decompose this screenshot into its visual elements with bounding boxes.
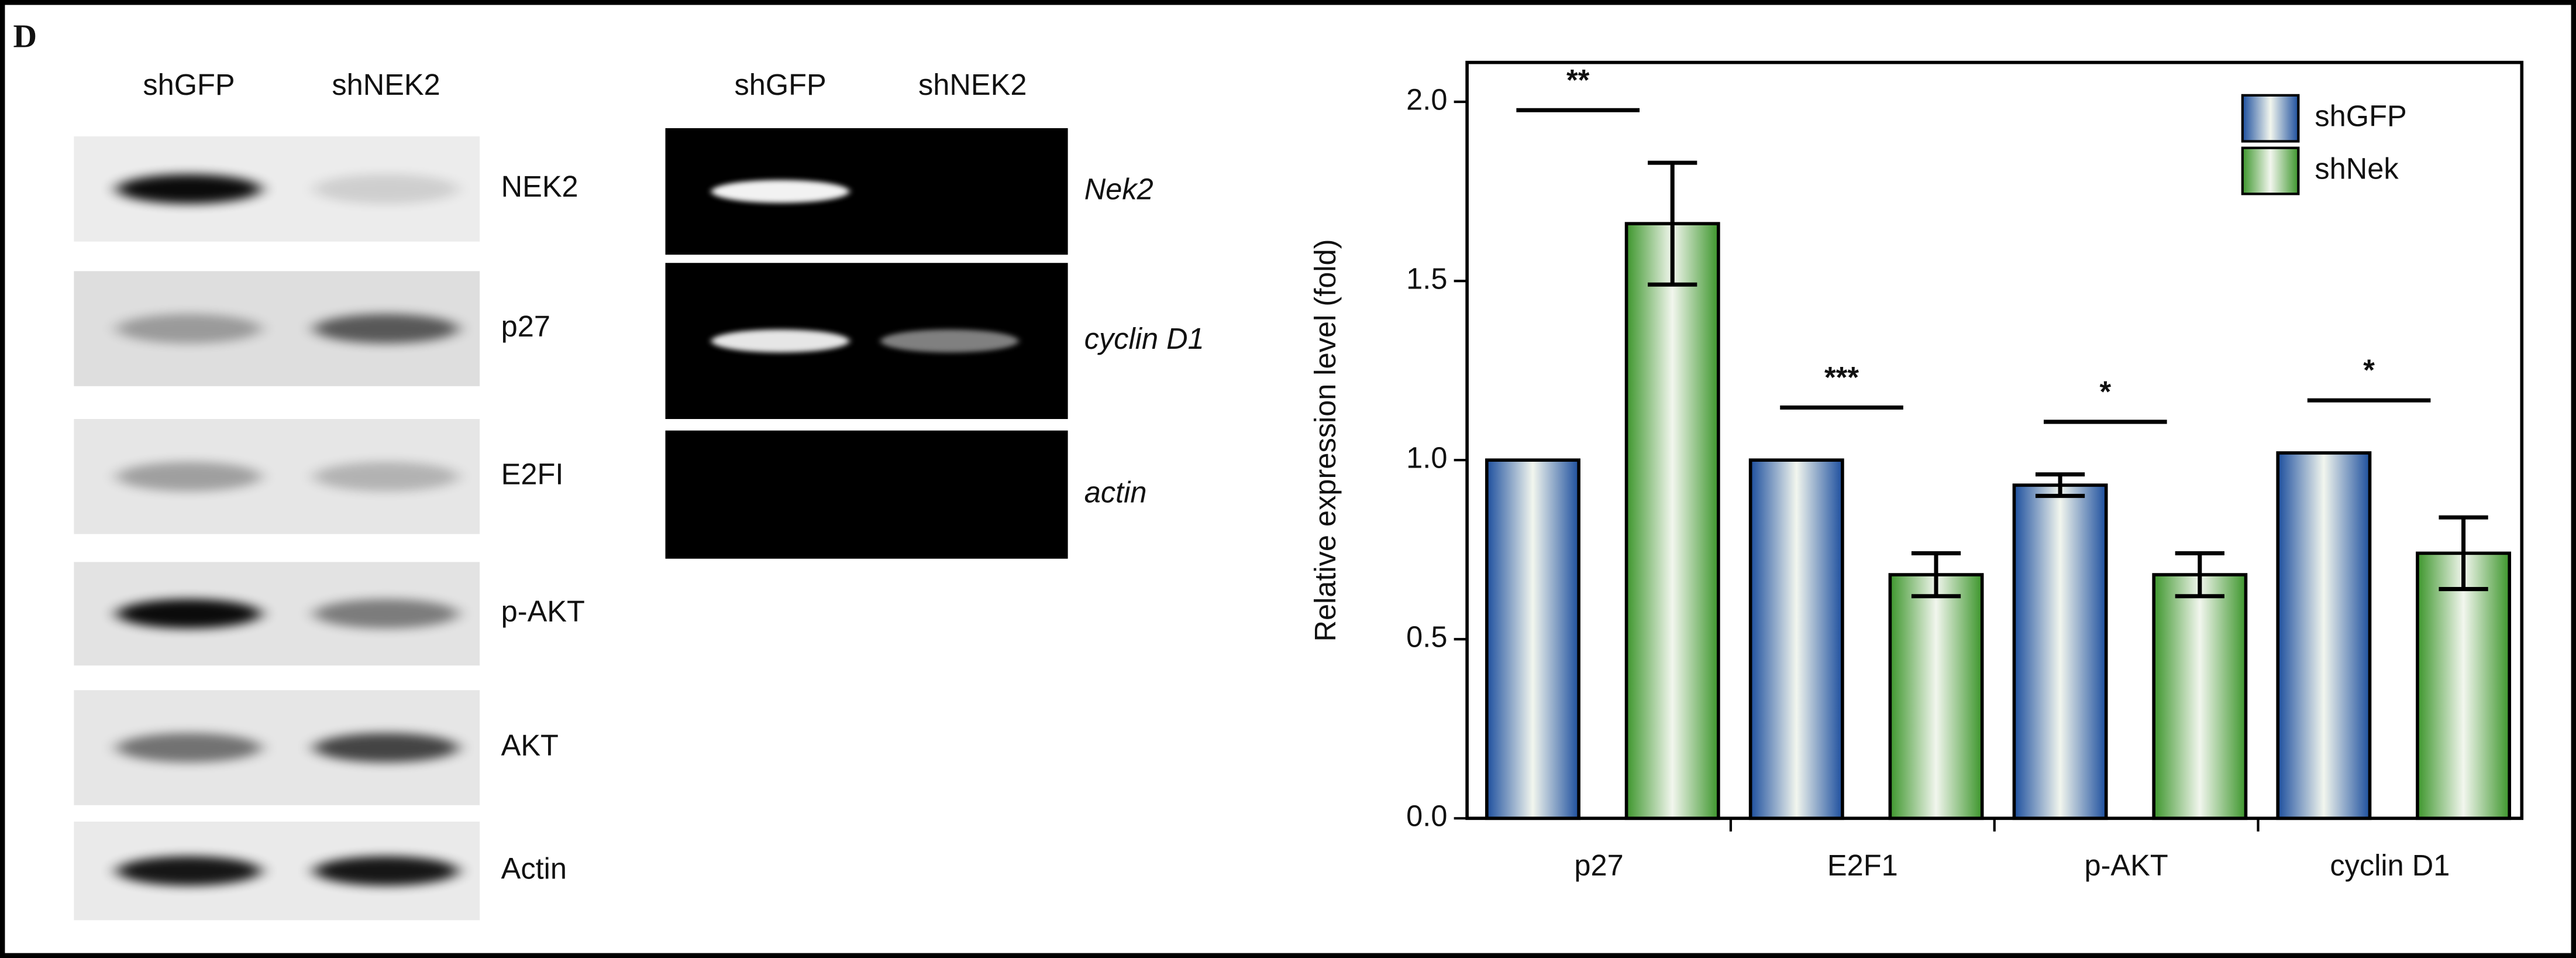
significance-label: * (2099, 375, 2111, 408)
gel-lane (665, 430, 1068, 559)
column-label: shNEK2 (332, 68, 440, 101)
bar (2276, 451, 2372, 820)
error-bar (1648, 160, 1697, 287)
bar (1888, 573, 1984, 820)
blot-band (116, 174, 261, 204)
error-bar (2175, 551, 2224, 599)
panel-label: D (13, 18, 37, 54)
column-label: shNEK2 (918, 68, 1027, 101)
blot-band (314, 462, 459, 492)
bar (1485, 458, 1580, 820)
y-tick-label: 2.0 (1406, 83, 1447, 116)
column-label: shGFP (143, 68, 235, 101)
error-bar (1911, 551, 1961, 599)
x-tick-label: p27 (1574, 849, 1623, 882)
bar (2012, 483, 2108, 820)
legend-swatch (2241, 94, 2300, 143)
legend-label: shNek (2315, 152, 2399, 185)
blot-band (314, 733, 459, 763)
error-bar (2439, 515, 2488, 592)
row-label: p27 (501, 310, 550, 343)
y-tick-label: 1.5 (1406, 262, 1447, 295)
legend-label: shGFP (2315, 99, 2406, 133)
row-label: AKT (501, 729, 559, 762)
bar (1624, 222, 1720, 820)
blot-band (116, 856, 261, 886)
gel-band (711, 329, 850, 353)
row-label: cyclin D1 (1084, 322, 1204, 355)
x-tick-label: cyclin D1 (2330, 849, 2450, 882)
row-label: actin (1084, 476, 1147, 509)
row-label: Actin (501, 852, 567, 885)
row-label: E2FI (501, 458, 564, 491)
western-blot: shGFP shNEK2 NEK2 p27 E2FI p-AKT AKT Actin (74, 68, 585, 921)
blot-band (314, 856, 459, 886)
gel-band (880, 329, 1019, 353)
y-tick-label: 0.5 (1406, 620, 1447, 654)
significance-label: * (2363, 353, 2375, 387)
x-tick-label: E2F1 (1827, 849, 1898, 882)
legend-swatch (2241, 146, 2300, 195)
column-label: shGFP (734, 68, 826, 101)
row-label: p-AKT (501, 595, 585, 628)
bar (2152, 573, 2248, 820)
rt-pcr-gel: shGFP shNEK2 Nek2 cyclin D1 actin (665, 68, 1204, 559)
blot-band (116, 462, 261, 492)
y-tick-label: 0.0 (1406, 799, 1447, 833)
blot-band (314, 599, 459, 629)
blot-band (116, 733, 261, 763)
blot-band (314, 314, 459, 344)
significance-label: *** (1824, 360, 1859, 394)
error-bar (2035, 472, 2085, 498)
row-label: NEK2 (501, 170, 578, 203)
row-label: Nek2 (1084, 172, 1153, 205)
bar (1748, 458, 1844, 820)
bar (2416, 551, 2512, 820)
gel-band (711, 180, 850, 203)
blot-band (314, 174, 459, 204)
blot-band (116, 314, 261, 344)
y-tick-label: 1.0 (1406, 441, 1447, 475)
y-axis-label: Relative expression level (fold) (1308, 239, 1342, 642)
bar-chart: Relative expression level (fold) 0.0 0.5 1… (1308, 60, 2524, 882)
x-tick-label: p-AKT (2085, 849, 2168, 882)
significance-label: ** (1566, 63, 1590, 97)
blot-band (116, 599, 261, 629)
plot-frame (1465, 60, 2524, 820)
